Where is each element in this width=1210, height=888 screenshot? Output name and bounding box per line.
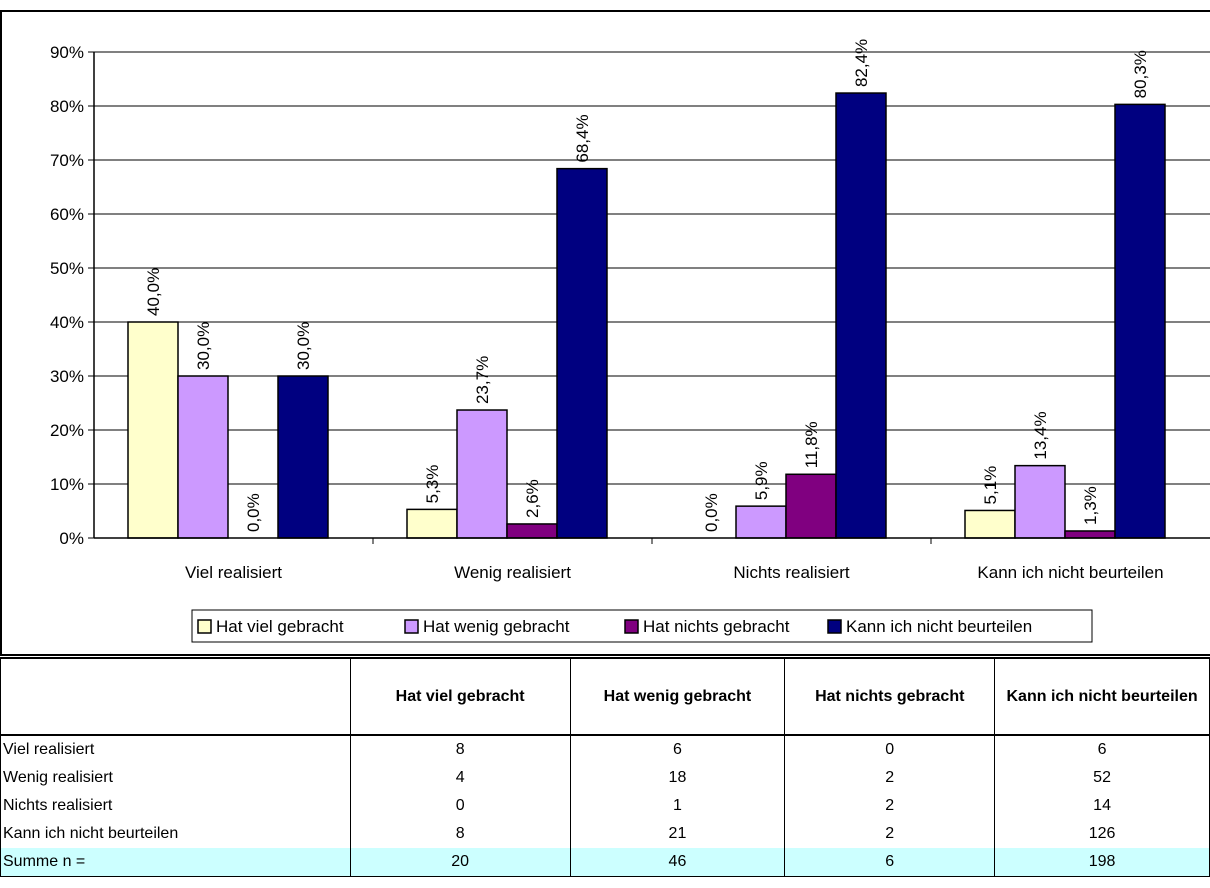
sum-row-label: Summe n =	[0, 848, 351, 877]
table-cell: 2	[784, 764, 996, 792]
category-label: Nichts realisiert	[733, 563, 849, 582]
data-table: Hat viel gebracht Hat wenig gebracht Hat…	[0, 657, 1210, 877]
bar	[735, 505, 787, 539]
bar	[964, 509, 1016, 539]
legend: Hat viel gebracht Hat wenig gebracht Hat n…	[191, 609, 1093, 643]
legend-label: Hat wenig gebracht	[423, 617, 570, 636]
data-label: 13,4%	[1031, 411, 1050, 459]
row-label: Viel realisiert	[0, 735, 351, 764]
y-tick-label: 10%	[50, 475, 84, 494]
legend-label: Hat viel gebracht	[216, 617, 344, 636]
table-cell: 0	[349, 792, 571, 820]
sum-cell: 46	[569, 848, 786, 877]
data-label: 5,9%	[752, 461, 771, 500]
data-label: 1,3%	[1081, 486, 1100, 525]
sum-cell: 198	[994, 848, 1210, 877]
table-row: Wenig realisiert 4 18 2 52	[0, 764, 1210, 792]
y-tick-label: 50%	[50, 259, 84, 278]
table-header-row: Hat viel gebracht Hat wenig gebracht Hat…	[0, 657, 1210, 736]
bar	[506, 523, 558, 539]
column-header: Kann ich nicht beurteilen	[994, 657, 1210, 736]
bar	[785, 473, 837, 539]
data-label: 0,0%	[244, 493, 263, 532]
y-tick-label: 90%	[50, 43, 84, 62]
table-cell: 2	[784, 792, 996, 820]
bar	[277, 375, 329, 539]
table-row: Kann ich nicht beurteilen 8 21 2 126	[0, 820, 1210, 848]
legend-label: Kann ich nicht beurteilen	[846, 617, 1032, 636]
legend-swatch	[827, 619, 842, 634]
column-header: Hat wenig gebracht	[569, 657, 786, 736]
row-label: Wenig realisiert	[0, 764, 351, 792]
sum-row: Summe n = 20 46 6 198	[0, 848, 1210, 877]
bar	[1114, 103, 1166, 539]
bar	[1014, 464, 1066, 539]
data-label: 23,7%	[473, 356, 492, 404]
table-cell: 8	[349, 735, 571, 764]
table-cell: 4	[349, 764, 571, 792]
column-header: Hat nichts gebracht	[784, 657, 996, 736]
row-label: Kann ich nicht beurteilen	[0, 820, 351, 848]
category-label: Wenig realisiert	[454, 563, 571, 582]
legend-swatch	[624, 619, 639, 634]
chart-area: 0% 10% 20% 30% 40% 50% 60% 70% 80% 90% 40,0% 30,0%…	[0, 10, 1210, 656]
y-tick-label: 20%	[50, 421, 84, 440]
legend-label: Hat nichts gebracht	[643, 617, 790, 636]
data-label: 11,8%	[802, 421, 821, 468]
bar	[127, 321, 179, 539]
column-header: Hat viel gebracht	[349, 657, 571, 736]
table-cell: 0	[784, 735, 996, 764]
table-cell: 1	[569, 792, 786, 820]
bar	[177, 375, 229, 539]
axes	[93, 52, 1210, 544]
table-corner-cell	[0, 657, 351, 736]
data-label: 0,0%	[702, 493, 721, 532]
data-label: 68,4%	[573, 114, 592, 162]
y-axis-ticks: 0% 10% 20% 30% 40% 50% 60% 70% 80% 90%	[50, 43, 94, 548]
sum-cell: 6	[784, 848, 996, 877]
table-cell: 126	[994, 820, 1210, 848]
table-cell: 6	[994, 735, 1210, 764]
bars	[127, 92, 1166, 539]
y-tick-label: 70%	[50, 151, 84, 170]
bar-chart: 0% 10% 20% 30% 40% 50% 60% 70% 80% 90% 40,0% 30,0%…	[0, 10, 1210, 656]
data-label: 30,0%	[294, 322, 313, 370]
data-label: 5,3%	[423, 465, 442, 504]
bar	[835, 92, 887, 539]
sum-cell: 20	[349, 848, 571, 877]
table-cell: 6	[569, 735, 786, 764]
category-label: Kann ich nicht beurteilen	[977, 563, 1163, 582]
table-cell: 14	[994, 792, 1210, 820]
row-label: Nichts realisiert	[0, 792, 351, 820]
table-cell: 8	[349, 820, 571, 848]
x-axis-categories: Viel realisiert Wenig realisiert Nichts re…	[185, 563, 1164, 582]
legend-swatch	[197, 619, 212, 634]
data-label: 80,3%	[1131, 50, 1150, 98]
data-label: 30,0%	[194, 322, 213, 370]
table-cell: 2	[784, 820, 996, 848]
legend-box	[191, 609, 1093, 643]
table-row: Viel realisiert 8 6 0 6	[0, 735, 1210, 764]
y-tick-label: 80%	[50, 97, 84, 116]
bar	[406, 508, 458, 539]
table-row: Nichts realisiert 0 1 2 14	[0, 792, 1210, 820]
y-tick-label: 60%	[50, 205, 84, 224]
bar	[1064, 530, 1116, 539]
y-tick-label: 30%	[50, 367, 84, 386]
table-cell: 21	[569, 820, 786, 848]
data-label: 82,4%	[852, 39, 871, 87]
table-cell: 52	[994, 764, 1210, 792]
bar	[456, 409, 508, 539]
category-label: Viel realisiert	[185, 563, 282, 582]
table-cell: 18	[569, 764, 786, 792]
bar	[556, 167, 608, 539]
data-labels: 40,0% 30,0% 0,0% 30,0% 5,3% 23,7% 2,6% 68,4% 0,0…	[144, 39, 1150, 532]
data-label: 5,1%	[981, 466, 1000, 505]
y-tick-label: 0%	[59, 529, 84, 548]
data-label: 40,0%	[144, 268, 163, 316]
legend-swatch	[404, 619, 419, 634]
y-tick-label: 40%	[50, 313, 84, 332]
data-label: 2,6%	[523, 479, 542, 518]
